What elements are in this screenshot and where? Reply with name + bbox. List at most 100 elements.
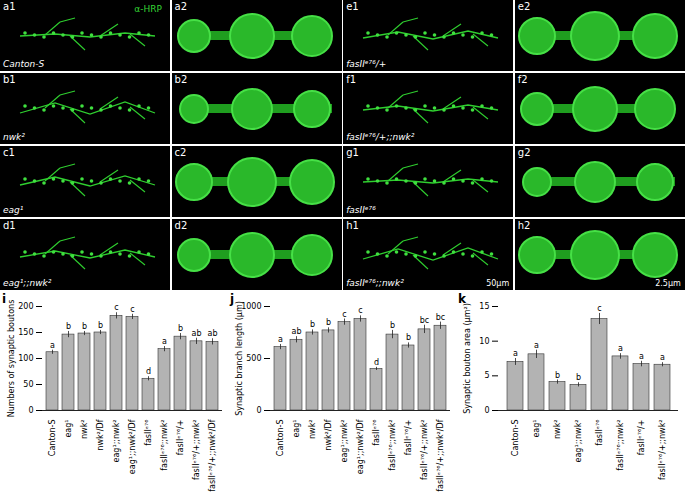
svg-text:nwk²: nwk² [80,420,89,439]
svg-text:eag¹;;nwk²: eag¹;;nwk² [340,420,349,463]
svg-text:a: a [660,353,665,362]
svg-text:500: 500 [246,354,261,363]
svg-text:b: b [82,322,87,331]
svg-text:nwk²: nwk² [553,420,562,439]
html-text:d2: d2 [174,220,188,231]
svg-text:fasIIᵉ⁷⁶/+;;nwk²: fasIIᵉ⁷⁶/+;;nwk² [192,420,201,481]
svg-text:eag¹: eag¹ [64,420,73,438]
svg-text:fasIIᵉ⁷⁶/+;;nwk²: fasIIᵉ⁷⁶/+;;nwk² [658,420,667,481]
html-text:a1: a1 [3,1,16,12]
svg-text:nwk²: nwk² [308,420,317,439]
svg-text:5: 5 [484,371,489,380]
svg-text:bc: bc [420,316,429,325]
svg-text:b: b [66,322,71,331]
svg-text:0: 0 [28,406,33,415]
svg-text:a: a [534,341,539,350]
svg-text:ab: ab [208,329,218,338]
svg-text:c: c [130,305,134,314]
html-text:d1: d1 [3,220,16,231]
svg-text:fasIIᵉ⁷⁶: fasIIᵉ⁷⁶ [372,420,381,446]
svg-text:fasIIᵉ⁷⁶/+;;nwk²: fasIIᵉ⁷⁶/+;;nwk² [420,420,429,481]
html-text:c1: c1 [3,147,15,158]
svg-text:fasIIᵉ⁷⁶;;nwk²: fasIIᵉ⁷⁶;;nwk² [388,420,397,471]
svg-text:eag¹;;nwk²: eag¹;;nwk² [112,420,121,463]
html-text:fasIIᵉ⁷⁶/+;;nwk²: fasIIᵉ⁷⁶/+;;nwk² [346,132,415,142]
svg-text:fasIIᵉ⁷⁶;;nwk²: fasIIᵉ⁷⁶;;nwk² [616,420,625,471]
html-text:g1: g1 [346,147,359,158]
html-text:a2: a2 [174,1,188,12]
svg-text:a: a [50,341,55,350]
svg-text:eag¹;;nwk²/Df: eag¹;;nwk²/Df [128,419,137,474]
svg-text:a: a [513,349,518,358]
svg-text:fasIIᵉ⁷⁶;;nwk²: fasIIᵉ⁷⁶;;nwk² [160,420,169,471]
html-text:eag¹: eag¹ [3,205,24,215]
svg-text:1000: 1000 [241,302,261,311]
svg-text:a: a [639,352,644,361]
svg-text:fasIIᵉ⁷⁶/+: fasIIᵉ⁷⁶/+ [404,420,413,456]
html-text:Canton-S: Canton-S [3,59,45,69]
svg-text:Canton-S: Canton-S [276,420,285,457]
html-text:b2: b2 [174,74,188,85]
svg-text:eag¹: eag¹ [292,420,301,438]
svg-text:ab: ab [192,329,202,338]
svg-text:b: b [326,318,331,327]
svg-text:b: b [98,321,103,330]
svg-text:fasIIᵉ⁷⁶/+: fasIIᵉ⁷⁶/+ [176,420,185,456]
svg-text:c: c [114,303,118,312]
svg-text:200: 200 [18,302,33,311]
svg-text:50: 50 [23,380,33,389]
svg-text:nwk²/Df: nwk²/Df [324,419,333,450]
svg-text:eag¹;;nwk²/Df: eag¹;;nwk²/Df [356,419,365,474]
html-text:b1: b1 [3,74,16,85]
svg-text:a: a [618,344,623,353]
html-text:fasIIᵉ⁷⁶/+: fasIIᵉ⁷⁶/+ [346,59,387,69]
html-text:f1: f1 [346,74,357,85]
svg-text:b: b [178,324,183,333]
svg-text:bc: bc [436,313,445,322]
svg-text:10: 10 [479,337,489,346]
html-text:α-HRP: α-HRP [134,4,162,14]
html-text:h2: h2 [517,220,531,231]
html-text:g2: g2 [517,147,531,158]
svg-text:b: b [390,321,395,330]
svg-text:a: a [162,337,167,346]
svg-text:b: b [406,333,411,342]
svg-text:b: b [576,373,581,382]
html-text:eag¹;;nwk²: eag¹;;nwk² [3,278,52,288]
svg-text:ab: ab [292,327,302,336]
svg-text:Numbers of synaptic boutons: Numbers of synaptic boutons [7,300,16,418]
html-text:c2: c2 [174,147,187,158]
svg-text:fasIIᵉ⁷⁶/+: fasIIᵉ⁷⁶/+ [637,420,646,456]
svg-text:c: c [358,306,362,315]
svg-text:b: b [555,371,560,380]
html-text:f2: f2 [517,74,528,85]
svg-text:c: c [342,310,346,319]
svg-text:0: 0 [484,406,489,415]
html-text:nwk²: nwk² [3,132,25,142]
svg-text:b: b [310,320,315,329]
svg-text:eag¹;;nwk²: eag¹;;nwk² [574,420,583,463]
html-text:e2: e2 [517,1,531,12]
svg-text:fasIIᵉ⁷⁶/+;;nwk²/Df: fasIIᵉ⁷⁶/+;;nwk²/Df [436,419,445,491]
svg-text:0: 0 [256,406,261,415]
html-text:e1: e1 [346,1,359,12]
svg-text:eag¹: eag¹ [532,420,541,438]
svg-text:Synaptic branch length (μm): Synaptic branch length (μm) [235,301,244,416]
html-text:h1: h1 [346,220,359,231]
svg-text:Synaptic bouton area (μm²): Synaptic bouton area (μm²) [463,303,472,414]
svg-text:fasIIᵉ⁷⁶: fasIIᵉ⁷⁶ [595,420,604,446]
svg-text:nwk²/Df: nwk²/Df [96,419,105,450]
svg-text:100: 100 [18,354,33,363]
html-text:fasIIᵉ⁷⁶;;nwk²: fasIIᵉ⁷⁶;;nwk² [346,278,404,288]
svg-text:fasIIᵉ⁷⁶/+;;nwk²/Df: fasIIᵉ⁷⁶/+;;nwk²/Df [208,419,217,491]
svg-text:d: d [146,367,151,376]
svg-text:Canton-S: Canton-S [48,420,57,457]
svg-text:Canton-S: Canton-S [511,420,520,457]
svg-text:a: a [278,335,283,344]
svg-text:fasIIᵉ⁷⁶: fasIIᵉ⁷⁶ [144,420,153,446]
svg-text:c: c [597,304,601,313]
svg-text:150: 150 [18,328,33,337]
svg-text:d: d [374,358,379,367]
html-text:fasIIᵉ⁷⁶: fasIIᵉ⁷⁶ [346,205,376,215]
svg-text:15: 15 [479,302,489,311]
